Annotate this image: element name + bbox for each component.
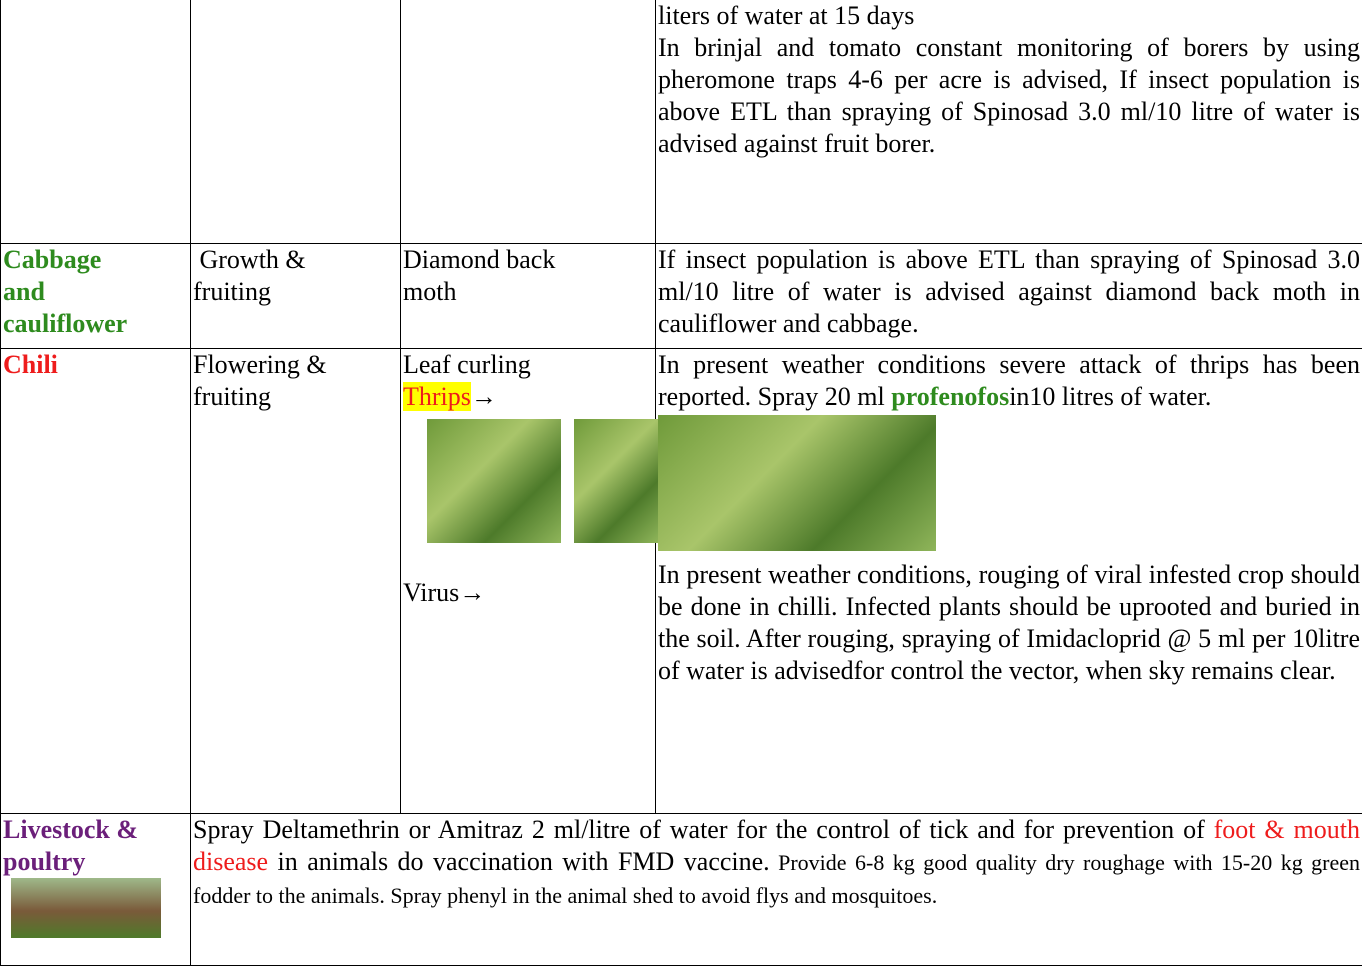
crop-name: Chili	[3, 350, 58, 379]
row: Livestock & poultry Spray Deltamethrin or…	[1, 813, 1362, 965]
cell: Livestock & poultry	[1, 813, 191, 965]
pest-highlight: Thrips	[403, 382, 471, 411]
advice-text: If insect population is above ETL than s…	[658, 244, 1360, 340]
crop-name: Cabbage	[3, 245, 101, 274]
photo-group	[427, 419, 653, 543]
advice-text: In present weather conditions, rouging o…	[658, 559, 1360, 687]
text: Spray Deltamethrin or Amitraz 2 ml/litre…	[193, 815, 1214, 844]
cell: In present weather conditions severe att…	[656, 348, 1362, 813]
cell: Diamond back moth	[401, 243, 656, 348]
crop-name: cauliflower	[3, 309, 127, 338]
row: liters of water at 15 days In brinjal an…	[1, 0, 1362, 243]
cell: Spray Deltamethrin or Amitraz 2 ml/litre…	[191, 813, 1362, 965]
advice-text: In brinjal and tomato constant monitorin…	[658, 32, 1360, 160]
crop-name: and	[3, 277, 45, 306]
stage: fruiting	[193, 277, 271, 306]
cell: Flowering & fruiting	[191, 348, 401, 813]
cell: Cabbage and cauliflower	[1, 243, 191, 348]
cell	[191, 0, 401, 243]
pest: Leaf curling	[403, 350, 531, 379]
pest: moth	[403, 277, 456, 306]
stage: fruiting	[193, 382, 271, 411]
row: Cabbage and cauliflower Growth & fruiting D…	[1, 243, 1362, 348]
chemical: profenofos	[891, 382, 1009, 411]
pest: Virus→	[403, 577, 653, 609]
cell	[1, 0, 191, 243]
crop-name: Livestock &	[3, 815, 138, 844]
pest: Diamond back	[403, 245, 555, 274]
stage: Growth &	[200, 245, 306, 274]
cell: If insect population is above ETL than s…	[656, 243, 1362, 348]
row: Chili Flowering & fruiting Leaf curling T…	[1, 348, 1362, 813]
cell: Chili	[1, 348, 191, 813]
advice-text: Spray Deltamethrin or Amitraz 2 ml/litre…	[193, 814, 1360, 912]
advice-text: liters of water at 15 days	[658, 0, 1360, 32]
page: {"table": {"rows": [ {"advice": ["liters…	[0, 0, 1362, 965]
text: in animals do vaccination with FMD vacci…	[268, 847, 770, 876]
stage: Flowering &	[193, 350, 327, 379]
advice-text: In present weather conditions severe att…	[658, 349, 1360, 413]
cell: Growth & fruiting	[191, 243, 401, 348]
photo	[574, 419, 658, 543]
crop-name: poultry	[3, 847, 85, 876]
photo	[658, 415, 936, 551]
advisory-table: liters of water at 15 days In brinjal an…	[0, 0, 1362, 966]
cell	[401, 0, 656, 243]
photo	[11, 878, 161, 938]
cell: Leaf curling Thrips→ Virus→	[401, 348, 656, 813]
cell: liters of water at 15 days In brinjal an…	[656, 0, 1362, 243]
arrow: →	[471, 382, 497, 411]
text: in10 litres of water.	[1009, 382, 1211, 411]
photo	[427, 419, 561, 543]
